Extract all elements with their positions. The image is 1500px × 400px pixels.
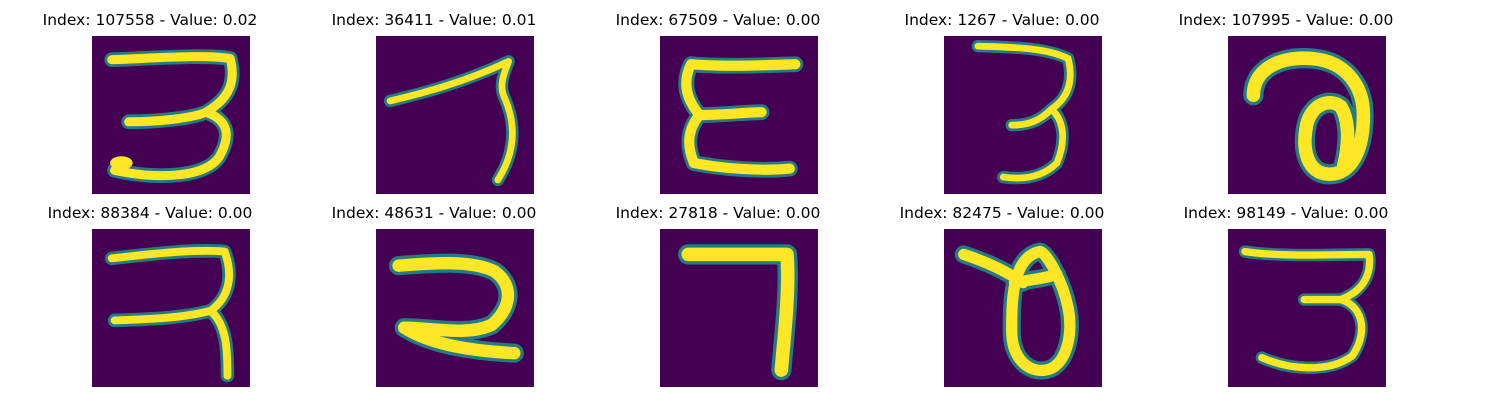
panel-title: Index: 82475 - Value: 0.00 bbox=[899, 204, 1105, 222]
panel-title: Index: 36411 - Value: 0.01 bbox=[331, 11, 537, 29]
digit-image bbox=[1228, 229, 1386, 387]
panel-6: Index: 48631 - Value: 0.00 bbox=[284, 203, 584, 393]
digit-image bbox=[376, 229, 534, 387]
digit-image bbox=[92, 229, 250, 387]
panel-title: Index: 98149 - Value: 0.00 bbox=[1183, 204, 1389, 222]
panel-4: Index: 107995 - Value: 0.00 bbox=[1136, 10, 1436, 200]
digit-image bbox=[944, 229, 1102, 387]
digit-image bbox=[944, 36, 1102, 194]
panel-title: Index: 1267 - Value: 0.00 bbox=[904, 11, 1100, 29]
panel-5: Index: 88384 - Value: 0.00 bbox=[0, 203, 300, 393]
digit-image bbox=[376, 36, 534, 194]
panel-title: Index: 107558 - Value: 0.02 bbox=[42, 11, 258, 29]
panel-title: Index: 107995 - Value: 0.00 bbox=[1178, 11, 1394, 29]
panel-0: Index: 107558 - Value: 0.02 bbox=[0, 10, 300, 200]
digit-image bbox=[660, 36, 818, 194]
panel-2: Index: 67509 - Value: 0.00 bbox=[568, 10, 868, 200]
panel-9: Index: 98149 - Value: 0.00 bbox=[1136, 203, 1436, 393]
panel-8: Index: 82475 - Value: 0.00 bbox=[852, 203, 1152, 393]
panel-title: Index: 27818 - Value: 0.00 bbox=[615, 204, 821, 222]
panel-3: Index: 1267 - Value: 0.00 bbox=[852, 10, 1152, 200]
digit-image bbox=[1228, 36, 1386, 194]
panel-title: Index: 67509 - Value: 0.00 bbox=[615, 11, 821, 29]
panel-title: Index: 88384 - Value: 0.00 bbox=[47, 204, 253, 222]
panel-7: Index: 27818 - Value: 0.00 bbox=[568, 203, 868, 393]
panel-1: Index: 36411 - Value: 0.01 bbox=[284, 10, 584, 200]
digit-image bbox=[660, 229, 818, 387]
panel-title: Index: 48631 - Value: 0.00 bbox=[331, 204, 537, 222]
digit-image bbox=[92, 36, 250, 194]
